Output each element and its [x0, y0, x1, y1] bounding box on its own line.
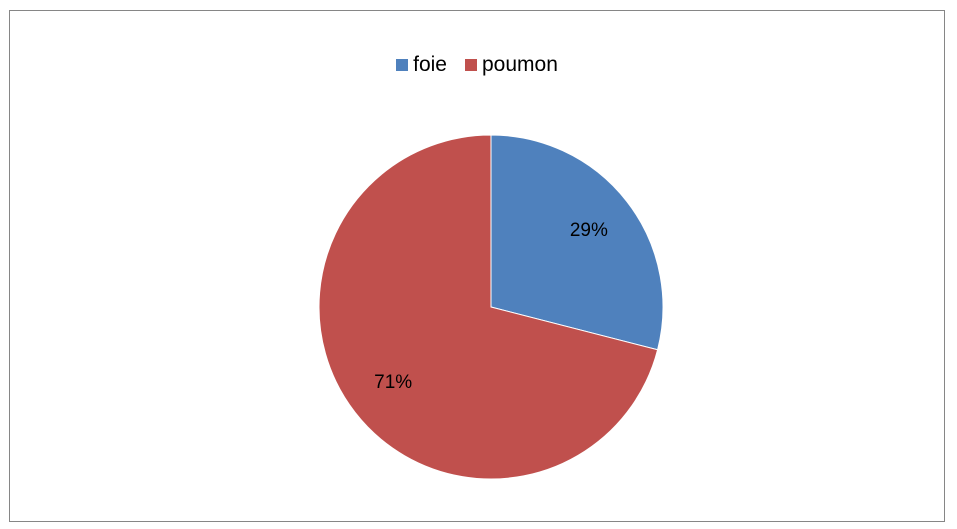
pie-slice-foie	[490, 134, 664, 351]
legend-item-foie: foie	[396, 53, 447, 77]
legend-swatch-foie	[396, 59, 409, 71]
data-label-poumon: 71%	[374, 372, 412, 393]
data-label-foie: 29%	[570, 220, 608, 241]
pie-slice-poumon	[318, 134, 659, 480]
legend-label-poumon: poumon	[481, 53, 558, 76]
legend-item-poumon: poumon	[464, 53, 558, 77]
legend: foie poumon	[10, 53, 944, 77]
legend-swatch-poumon	[464, 59, 477, 71]
legend-label-foie: foie	[413, 53, 447, 76]
